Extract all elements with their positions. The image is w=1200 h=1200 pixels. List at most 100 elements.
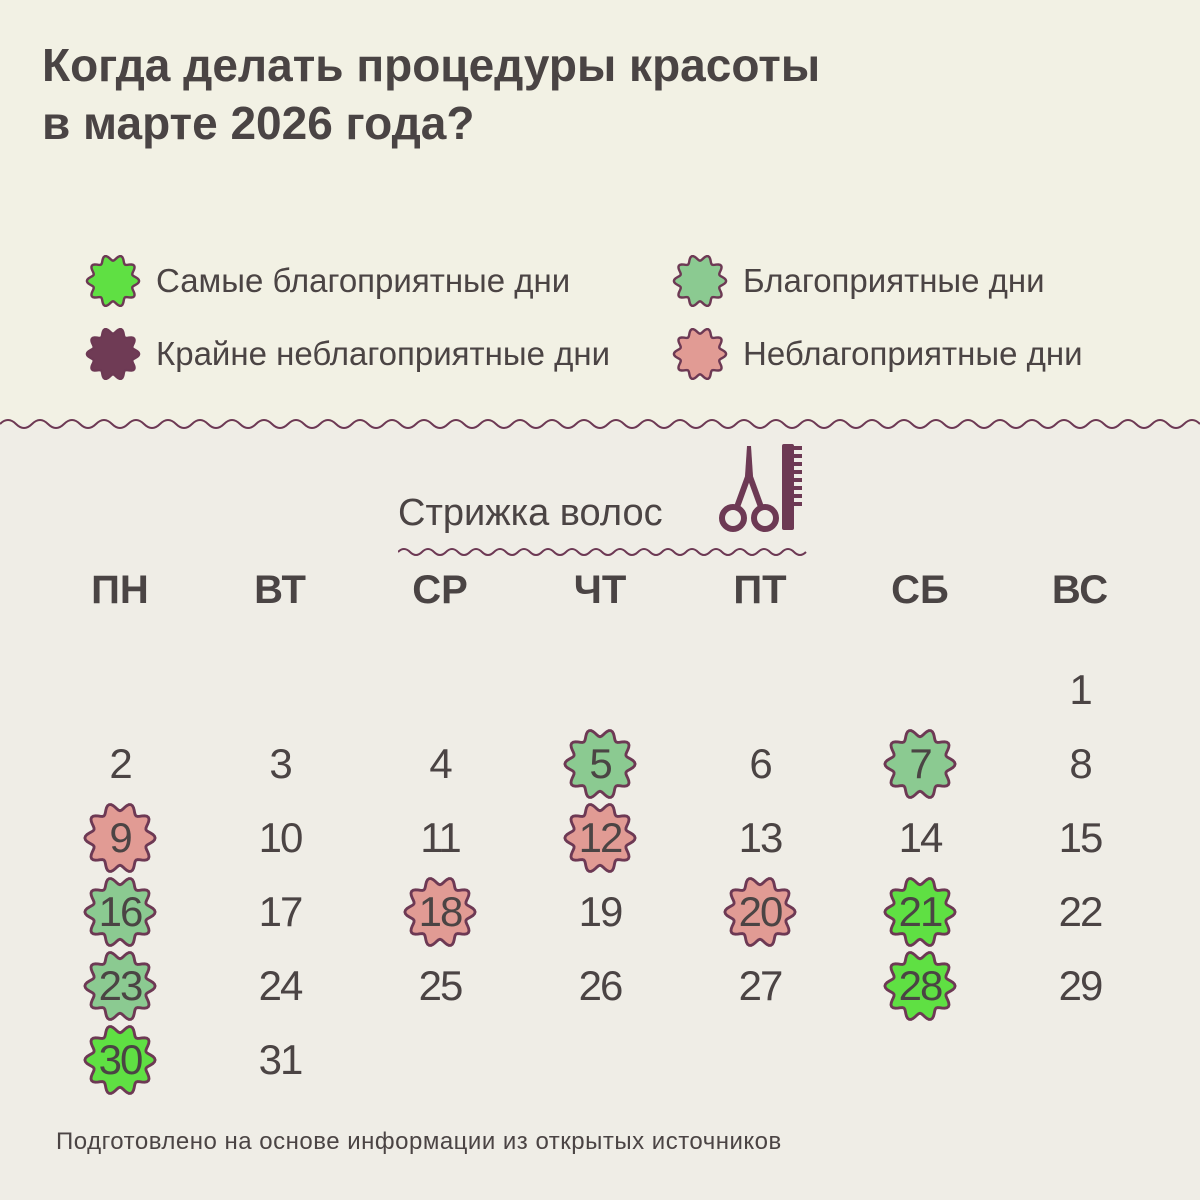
day-marker-flower bbox=[563, 729, 637, 799]
source-note: Подготовлено на основе информации из отк… bbox=[56, 1128, 782, 1155]
day-number: 6 bbox=[749, 740, 772, 787]
flower-icon bbox=[85, 327, 141, 381]
day-number: 21 bbox=[898, 888, 944, 935]
day-number: 22 bbox=[1058, 888, 1104, 935]
title-underline bbox=[398, 548, 807, 556]
flower-icon bbox=[85, 254, 141, 308]
calendar-day: 24 bbox=[200, 951, 360, 1021]
weekday-label: ВТ bbox=[254, 568, 306, 612]
calendar-day: 28 bbox=[840, 951, 1000, 1021]
day-number: 15 bbox=[1058, 814, 1104, 861]
calendar-day: 13 bbox=[680, 803, 840, 873]
flower-icon bbox=[672, 327, 728, 381]
calendar-day: 29 bbox=[1000, 951, 1160, 1021]
day-number: 30 bbox=[98, 1036, 144, 1083]
day-number: 13 bbox=[738, 814, 784, 861]
day-number: 28 bbox=[898, 962, 944, 1009]
day-number: 24 bbox=[258, 962, 304, 1009]
flower-icon bbox=[672, 254, 728, 308]
day-number: 27 bbox=[738, 962, 784, 1009]
calendar-day: 4 bbox=[360, 729, 520, 799]
day-number: 9 bbox=[109, 814, 132, 861]
calendar-day: 17 bbox=[200, 877, 360, 947]
section-header: Стрижка волос bbox=[398, 440, 808, 565]
day-number: 11 bbox=[420, 814, 462, 861]
calendar-day: 20 bbox=[680, 877, 840, 947]
day-marker-flower bbox=[563, 803, 637, 873]
calendar-day: 6 bbox=[680, 729, 840, 799]
calendar-day: 19 bbox=[520, 877, 680, 947]
legend-item-very-bad: Крайне неблагоприятные дни bbox=[84, 326, 610, 382]
weekday-label: СР bbox=[412, 568, 468, 612]
day-number: 3 bbox=[269, 740, 292, 787]
day-number: 10 bbox=[258, 814, 304, 861]
day-marker-flower bbox=[83, 877, 157, 947]
weekday-label: ПН bbox=[91, 568, 149, 612]
calendar-day: 12 bbox=[520, 803, 680, 873]
title-line-2: в марте 2026 года? bbox=[42, 97, 475, 149]
calendar-day: 26 bbox=[520, 951, 680, 1021]
calendar-day: 11 bbox=[360, 803, 520, 873]
day-number: 2 bbox=[109, 740, 132, 787]
calendar-day: 23 bbox=[40, 951, 200, 1021]
day-marker-flower bbox=[723, 877, 797, 947]
calendar-day: 31 bbox=[200, 1025, 360, 1095]
calendar-day: 18 bbox=[360, 877, 520, 947]
legend-label: Благоприятные дни bbox=[743, 262, 1045, 299]
section-title: Стрижка волос bbox=[398, 492, 663, 534]
weekday-label: ПТ bbox=[733, 568, 787, 612]
day-number: 26 bbox=[578, 962, 624, 1009]
day-marker-flower bbox=[403, 877, 477, 947]
day-number: 19 bbox=[578, 888, 624, 935]
day-number: 23 bbox=[98, 962, 144, 1009]
weekday-label: СБ bbox=[891, 568, 949, 612]
calendar-day: 3 bbox=[200, 729, 360, 799]
page-title: Когда делать процедуры красоты в марте 2… bbox=[42, 36, 820, 152]
calendar-day: 5 bbox=[520, 729, 680, 799]
calendar-day: 1 bbox=[1000, 655, 1160, 725]
legend-label: Самые благоприятные дни bbox=[156, 262, 571, 299]
legend-item-bad: Неблагоприятные дни bbox=[671, 326, 1083, 382]
scissors-comb-icon bbox=[719, 444, 802, 532]
calendar-day: 30 bbox=[40, 1025, 200, 1095]
day-marker-flower bbox=[883, 951, 957, 1021]
day-number: 18 bbox=[418, 888, 464, 935]
calendar-day: 10 bbox=[200, 803, 360, 873]
calendar-day: 9 bbox=[40, 803, 200, 873]
day-number: 16 bbox=[98, 888, 144, 935]
calendar-day: 21 bbox=[840, 877, 1000, 947]
weekday-label: ВС bbox=[1051, 568, 1109, 612]
legend-item-best: Самые благоприятные дни bbox=[84, 253, 570, 309]
calendar-day: 16 bbox=[40, 877, 200, 947]
day-marker-flower bbox=[83, 951, 157, 1021]
day-number: 4 bbox=[429, 740, 452, 787]
weekday-label: ЧТ bbox=[573, 568, 627, 612]
calendar-day: 7 bbox=[840, 729, 1000, 799]
wave-divider bbox=[0, 419, 1200, 429]
calendar-day: 25 bbox=[360, 951, 520, 1021]
day-number: 31 bbox=[258, 1036, 304, 1083]
day-number: 12 bbox=[578, 814, 624, 861]
calendar-day: 2 bbox=[40, 729, 200, 799]
title-line-1: Когда делать процедуры красоты bbox=[42, 39, 821, 91]
day-marker-flower bbox=[83, 1025, 157, 1095]
day-number: 17 bbox=[258, 888, 304, 935]
day-number: 29 bbox=[1058, 962, 1104, 1009]
day-marker-flower bbox=[883, 877, 957, 947]
day-number: 20 bbox=[738, 888, 784, 935]
day-number: 7 bbox=[909, 740, 932, 787]
day-number: 14 bbox=[898, 814, 944, 861]
day-number: 25 bbox=[418, 962, 464, 1009]
day-number: 1 bbox=[1069, 666, 1092, 713]
day-number: 8 bbox=[1069, 740, 1092, 787]
day-marker-flower bbox=[883, 729, 957, 799]
legend-item-good: Благоприятные дни bbox=[671, 253, 1045, 309]
calendar-day: 15 bbox=[1000, 803, 1160, 873]
day-number: 5 bbox=[589, 740, 612, 787]
calendar-day: 8 bbox=[1000, 729, 1160, 799]
legend-label: Крайне неблагоприятные дни bbox=[156, 335, 611, 372]
day-marker-flower bbox=[83, 803, 157, 873]
calendar-day: 14 bbox=[840, 803, 1000, 873]
calendar-day: 27 bbox=[680, 951, 840, 1021]
calendar-day: 22 bbox=[1000, 877, 1160, 947]
